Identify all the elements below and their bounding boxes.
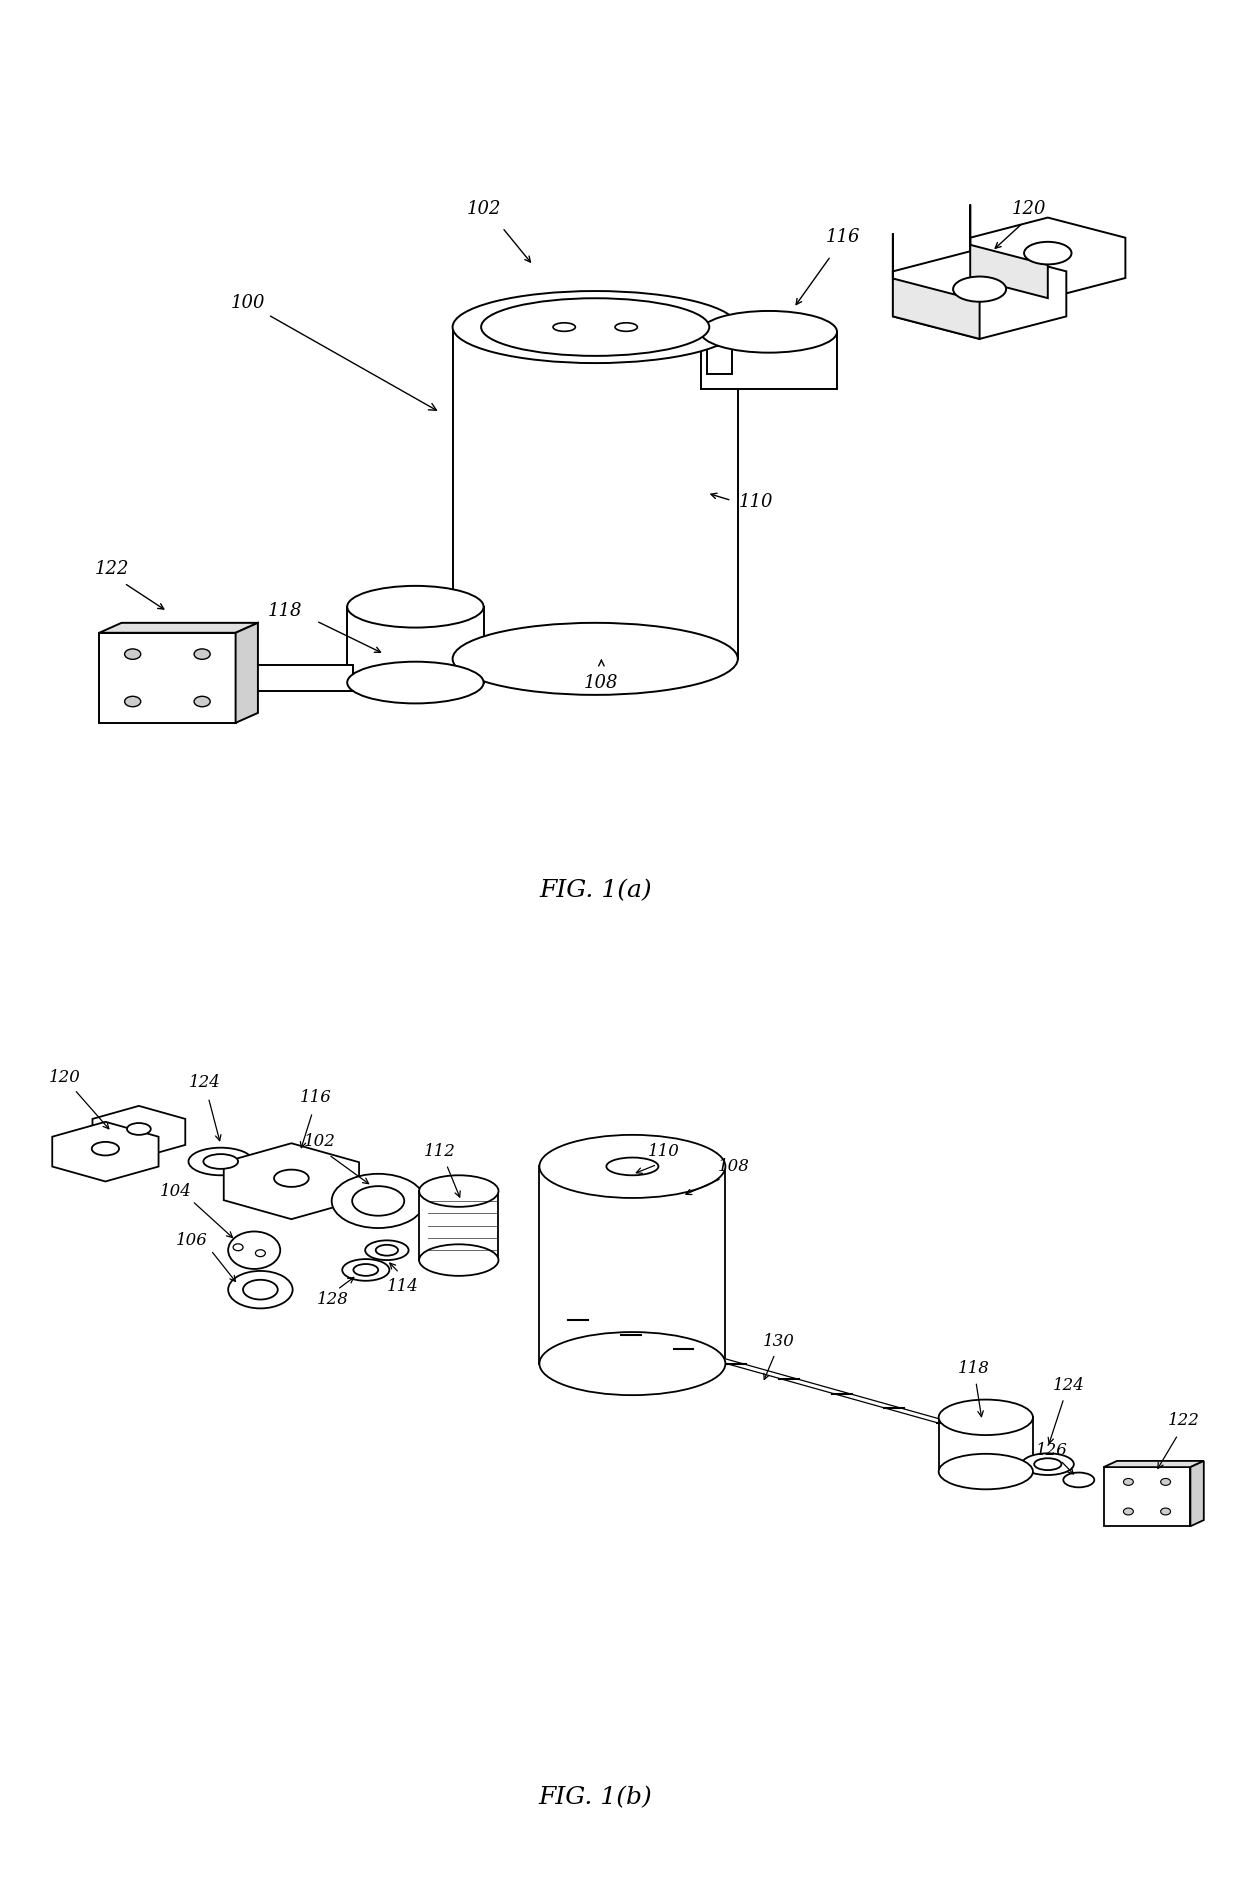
Text: 106: 106: [176, 1232, 208, 1249]
Ellipse shape: [353, 1265, 378, 1276]
Polygon shape: [1104, 1468, 1190, 1526]
Polygon shape: [701, 332, 837, 389]
Ellipse shape: [954, 277, 1006, 301]
Polygon shape: [419, 1191, 498, 1261]
Text: FIG. 1(a): FIG. 1(a): [539, 880, 651, 902]
Ellipse shape: [243, 1280, 278, 1299]
Text: 108: 108: [584, 673, 619, 692]
Polygon shape: [1104, 1462, 1204, 1468]
Ellipse shape: [228, 1270, 293, 1308]
Ellipse shape: [1161, 1507, 1171, 1515]
Text: 130: 130: [763, 1333, 795, 1350]
Polygon shape: [893, 233, 980, 339]
Polygon shape: [418, 1189, 459, 1213]
Text: 108: 108: [718, 1158, 750, 1176]
Text: 124: 124: [1053, 1376, 1085, 1394]
Ellipse shape: [233, 1244, 243, 1251]
Ellipse shape: [193, 696, 211, 707]
Ellipse shape: [481, 298, 709, 356]
Text: 110: 110: [647, 1143, 680, 1160]
Ellipse shape: [453, 290, 738, 364]
Ellipse shape: [553, 322, 575, 332]
Polygon shape: [236, 622, 258, 722]
Ellipse shape: [274, 1170, 309, 1187]
Ellipse shape: [203, 1155, 238, 1168]
Polygon shape: [99, 622, 258, 633]
Ellipse shape: [332, 1174, 424, 1229]
Text: 116: 116: [300, 1088, 332, 1105]
Polygon shape: [236, 665, 353, 690]
Ellipse shape: [193, 648, 211, 660]
Polygon shape: [1190, 1462, 1204, 1526]
Ellipse shape: [419, 1176, 498, 1208]
Text: 118: 118: [268, 603, 303, 620]
Ellipse shape: [352, 1187, 404, 1215]
Polygon shape: [223, 1143, 360, 1219]
Polygon shape: [93, 1105, 185, 1158]
Text: 102: 102: [466, 199, 501, 218]
Ellipse shape: [347, 662, 484, 703]
Ellipse shape: [1063, 1473, 1094, 1486]
Ellipse shape: [1161, 1479, 1171, 1485]
Text: 100: 100: [231, 294, 436, 410]
Ellipse shape: [453, 622, 738, 696]
Ellipse shape: [92, 1141, 119, 1155]
Text: 122: 122: [94, 559, 129, 578]
Ellipse shape: [1123, 1479, 1133, 1485]
Ellipse shape: [342, 1259, 389, 1282]
Polygon shape: [99, 633, 236, 722]
Ellipse shape: [376, 1246, 398, 1255]
Ellipse shape: [701, 311, 837, 353]
Ellipse shape: [124, 696, 141, 707]
Polygon shape: [453, 326, 738, 660]
Ellipse shape: [1022, 1454, 1074, 1475]
Text: 112: 112: [424, 1143, 456, 1160]
Ellipse shape: [255, 1249, 265, 1257]
Text: 114: 114: [387, 1278, 419, 1295]
Text: 118: 118: [957, 1359, 990, 1376]
Ellipse shape: [606, 1158, 658, 1176]
Ellipse shape: [126, 1122, 151, 1136]
Polygon shape: [939, 1418, 1033, 1471]
Polygon shape: [707, 347, 732, 375]
Text: 120: 120: [1012, 199, 1047, 218]
Ellipse shape: [1034, 1458, 1061, 1469]
Ellipse shape: [939, 1399, 1033, 1435]
Text: 128: 128: [316, 1291, 348, 1308]
Text: 116: 116: [826, 228, 861, 246]
Text: FIG. 1(b): FIG. 1(b): [538, 1786, 652, 1809]
Ellipse shape: [188, 1147, 253, 1176]
Polygon shape: [539, 1166, 725, 1363]
Polygon shape: [52, 1122, 159, 1181]
Ellipse shape: [124, 648, 141, 660]
Ellipse shape: [1024, 243, 1071, 264]
Ellipse shape: [539, 1136, 725, 1198]
Text: 120: 120: [48, 1069, 81, 1086]
Ellipse shape: [939, 1454, 1033, 1490]
Ellipse shape: [615, 322, 637, 332]
Polygon shape: [893, 248, 1066, 339]
Ellipse shape: [228, 1232, 280, 1268]
Text: 104: 104: [160, 1183, 192, 1200]
Polygon shape: [970, 205, 1048, 298]
Ellipse shape: [347, 586, 484, 628]
Text: 124: 124: [188, 1075, 221, 1090]
Text: 126: 126: [1035, 1441, 1068, 1458]
Text: 122: 122: [1168, 1413, 1200, 1430]
Text: 110: 110: [739, 493, 774, 512]
Ellipse shape: [1123, 1507, 1133, 1515]
Polygon shape: [970, 218, 1126, 298]
Ellipse shape: [365, 1240, 408, 1261]
Text: 102: 102: [304, 1134, 336, 1151]
Ellipse shape: [539, 1333, 725, 1395]
Ellipse shape: [419, 1244, 498, 1276]
Polygon shape: [347, 607, 484, 683]
